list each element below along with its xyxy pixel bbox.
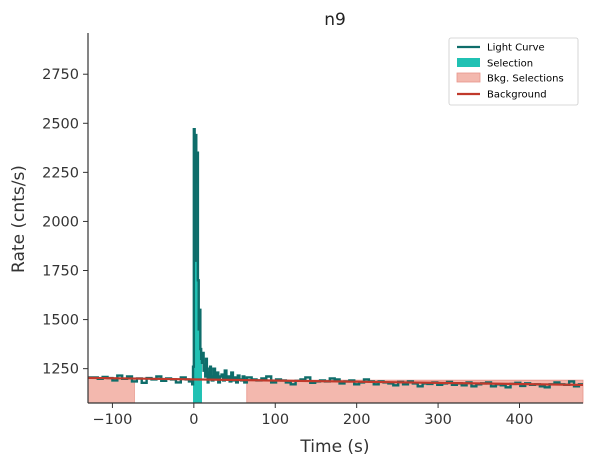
light-curve-series [88,127,583,389]
y-tick-label: 2000 [42,214,79,230]
x-tick-label: 200 [343,412,371,428]
light-curve-line [88,127,583,389]
x-tick-label: −100 [93,412,133,428]
chart-title: n9 [324,10,346,30]
y-tick-label: 1250 [42,362,79,378]
legend-light-curve-label: Light Curve [487,43,545,54]
y-axis-ticks: 1250 1500 1750 2000 2250 2500 2750 [42,67,88,378]
legend-bkg-selections-label: Bkg. Selections [487,74,564,85]
legend-selection-label: Selection [487,59,533,70]
background-selection-regions [87,377,584,404]
y-tick-label: 2500 [42,116,79,132]
x-tick-label: 400 [506,412,534,428]
x-tick-label: 100 [261,412,289,428]
chart-legend: Light Curve Selection Bkg. Selections Ba… [448,37,579,106]
y-tick-label: 2250 [42,165,79,181]
x-tick-label: 0 [189,412,198,428]
legend-box [448,37,579,106]
y-tick-label: 2750 [42,67,79,83]
legend-background-label: Background [487,90,547,101]
legend-selection-swatch [457,58,480,67]
background-fit-line [87,376,584,387]
bkg-selection-region-1 [87,377,135,404]
legend-bkg-selections-swatch [456,72,481,83]
x-axis-label: Time (s) [299,437,369,457]
chart-axes [87,33,583,404]
y-tick-label: 1750 [42,264,79,280]
x-axis-ticks: −100 0 100 200 300 400 [93,403,534,428]
y-axis-label: Rate (cnts/s) [9,165,29,273]
x-tick-label: 300 [424,412,452,428]
y-tick-label: 1500 [42,313,79,329]
background-fit-series [87,376,584,387]
